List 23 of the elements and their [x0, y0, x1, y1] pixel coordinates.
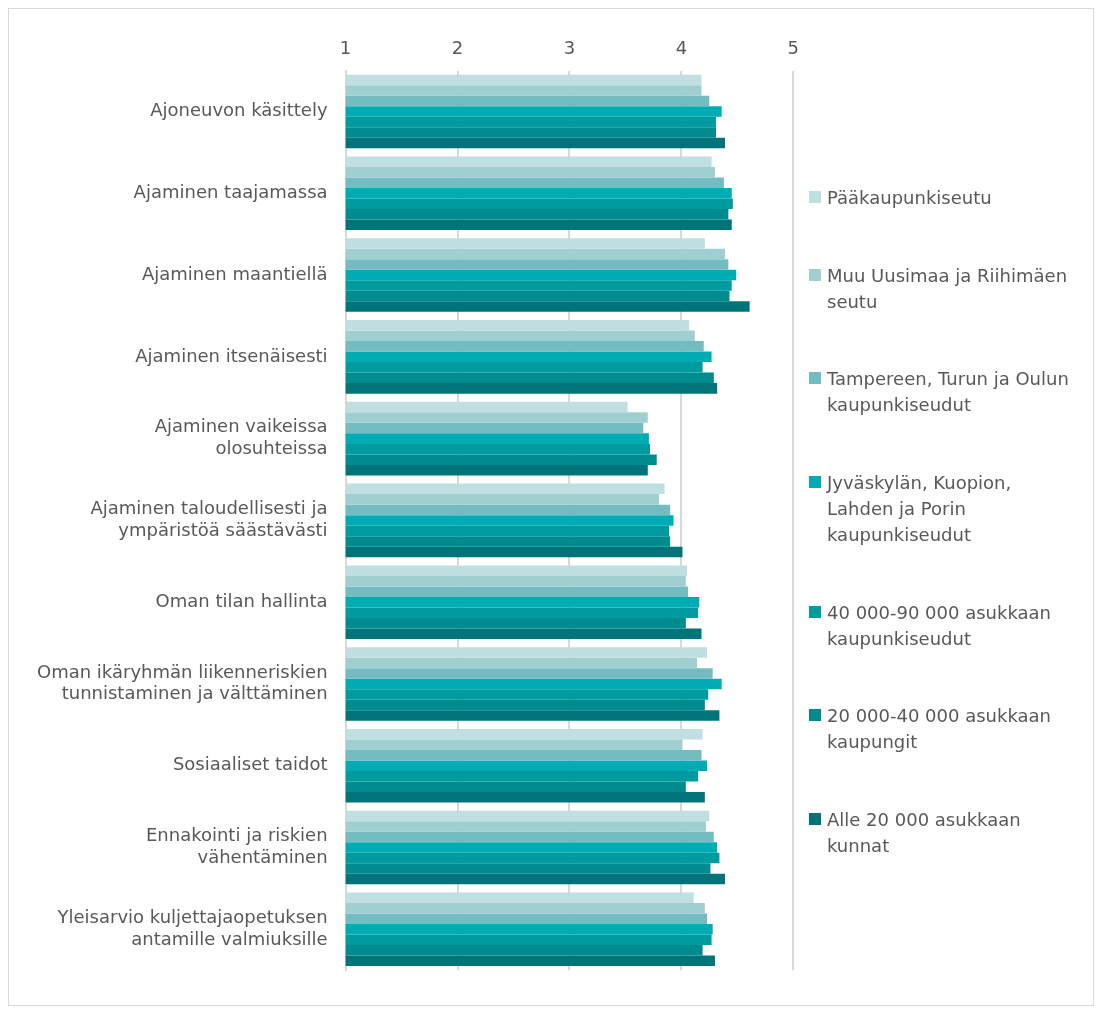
x-tick-label: 3 [563, 37, 576, 59]
legend-label: Tampereen, Turun ja Oulun kaupunkiseudut [827, 367, 1070, 418]
x-tick-label: 5 [787, 37, 799, 59]
legend-label: 20 000-40 000 asukkaan kaupungit [827, 704, 1052, 755]
y-tick-label: Ajoneuvon käsittely [150, 99, 328, 121]
x-tick-label: 2 [451, 37, 464, 59]
legend-label: Pääkaupunkiseutu [827, 185, 992, 210]
y-tick-label: Sosiaaliset taidot [172, 753, 328, 775]
y-tick-label: Oman tilan hallinta [155, 589, 328, 611]
y-tick-label: Ajaminen maantiellä [141, 262, 328, 284]
y-tick-label: Oman ikäryhmän liikenneriskien tunnistaminen ja välttäminen [37, 660, 328, 704]
x-tick-label: 4 [675, 37, 688, 59]
legend-label: Alle 20 000 asukkaan kunnat [827, 808, 1022, 859]
x-tick-label: 1 [339, 37, 352, 59]
y-tick-label: Yleisarvio kuljettajaopetuksen antamille valmiuksille [56, 906, 328, 949]
y-tick-label: Ajaminen taajamassa [133, 180, 328, 202]
y-tick-label: Ennakointi ja riskien vähentäminen [145, 824, 328, 867]
legend-label: Jyväskylän, Kuopion, Lahden ja Porin kaupunkiseudut [827, 470, 1013, 547]
y-tick-label: Ajaminen itsenäisesti [135, 344, 328, 366]
legend-label: Muu Uusimaa ja Riihimäen seutu [827, 263, 1069, 314]
y-tick-label: Ajaminen vaikeissa olosuhteissa [154, 415, 328, 459]
legend-label: 40 000-90 000 asukkaan kaupunkiseudut [827, 600, 1052, 651]
y-tick-label: Ajaminen taloudellisesti ja ympäristöä säästävästi [90, 497, 328, 540]
